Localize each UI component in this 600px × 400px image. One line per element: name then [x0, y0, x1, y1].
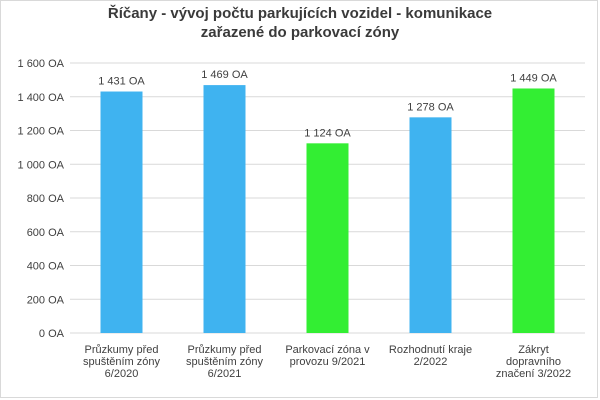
bar: [203, 85, 246, 333]
y-tick-label: 1 400 OA: [18, 92, 65, 104]
x-category-label: Zákryt dopravního značení 3/2022: [496, 344, 571, 380]
x-category-label-line: provozu 9/2021: [290, 356, 366, 368]
x-category-label: Rozhodnutí kraje 2/2022: [389, 344, 472, 368]
x-category-label-line: dopravního: [506, 356, 561, 368]
chart-title: Říčany - vývoj počtu parkujících vozidel…: [60, 4, 540, 42]
x-category-label-line: Rozhodnutí kraje: [389, 344, 472, 356]
x-category-label-line: 6/2021: [208, 368, 242, 380]
data-label: 1 124 OA: [304, 127, 351, 139]
x-category-label-line: Parkovací zóna v: [285, 344, 370, 356]
x-category-label-line: Zákryt: [518, 344, 549, 356]
x-category-label-line: 6/2020: [105, 368, 139, 380]
chart-title-line-2: zařazené do parkovací zóny: [200, 24, 400, 41]
x-category-label-line: spuštěním zóny: [83, 356, 161, 368]
data-label: 1 449 OA: [510, 72, 557, 84]
x-category-label: Průzkumy před spuštěním zóny 6/2021: [186, 344, 264, 380]
x-category-label-line: 2/2022: [414, 356, 448, 368]
x-category-label-line: spuštěním zóny: [186, 356, 264, 368]
y-tick-label: 1 600 OA: [18, 58, 65, 70]
data-label: 1 431 OA: [98, 76, 145, 88]
bar: [409, 117, 452, 334]
x-category-label-line: značení 3/2022: [496, 368, 571, 380]
chart-title-line-1: Říčany - vývoj počtu parkujících vozidel…: [107, 5, 493, 22]
x-category-label: Parkovací zóna v provozu 9/2021: [285, 344, 370, 368]
y-tick-label: 1 200 OA: [18, 126, 65, 138]
y-tick-label: 200 OA: [27, 294, 65, 306]
x-category-label: Průzkumy před spuštěním zóny 6/2020: [83, 344, 161, 380]
y-tick-label: 1 000 OA: [18, 159, 65, 171]
x-category-label-line: Průzkumy před: [188, 344, 262, 356]
bar: [512, 88, 555, 333]
bar: [306, 143, 349, 333]
data-label: 1 278 OA: [407, 101, 454, 113]
y-tick-label: 600 OA: [27, 227, 65, 239]
bar: [100, 91, 143, 333]
y-tick-label: 800 OA: [27, 193, 65, 205]
x-category-label-line: Průzkumy před: [85, 344, 159, 356]
data-label: 1 469 OA: [201, 69, 248, 81]
y-tick-label: 400 OA: [27, 261, 65, 273]
y-tick-label: 0 OA: [39, 328, 65, 340]
